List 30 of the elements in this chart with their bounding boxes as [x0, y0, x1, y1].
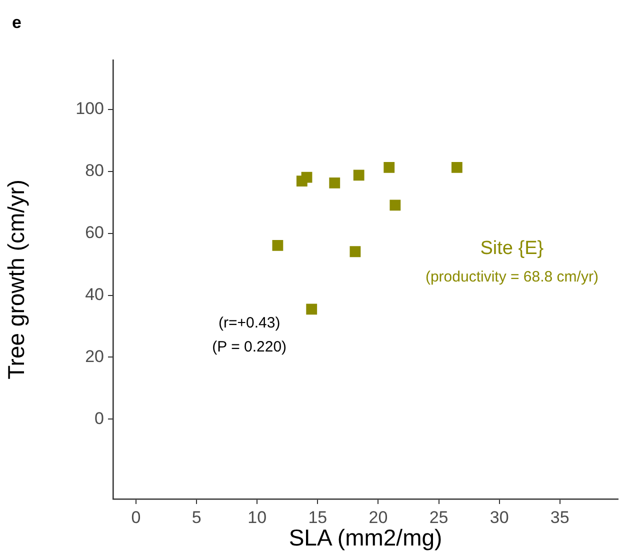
- x-tick-label: 25: [429, 508, 448, 527]
- y-tick-label: 80: [85, 161, 104, 180]
- x-tick-label: 10: [248, 508, 267, 527]
- point: [384, 162, 395, 173]
- annotation: Site {E}: [480, 238, 544, 260]
- point: [353, 170, 364, 181]
- x-tick-label: 35: [550, 508, 570, 527]
- chart-title: e: [12, 13, 22, 32]
- y-axis-title: Tree growth (cm/yr): [3, 180, 30, 380]
- x-tick-label: 0: [131, 508, 141, 527]
- y-tick-label: 0: [94, 408, 104, 428]
- y-tick-label: 60: [85, 223, 104, 242]
- x-tick-label: 15: [308, 508, 328, 527]
- point: [390, 200, 401, 211]
- x-tick-label: 20: [368, 508, 388, 527]
- annotation: (r=+0.43): [218, 314, 280, 332]
- point: [350, 246, 361, 258]
- point: [451, 162, 462, 173]
- point: [272, 240, 284, 251]
- point: [306, 304, 318, 315]
- y-tick-label: 20: [85, 346, 104, 366]
- annotation: (P = 0.220): [212, 338, 287, 356]
- x-tick-label: 30: [490, 508, 509, 527]
- annotation: (productivity = 68.8 cm/yr): [425, 268, 598, 286]
- point: [329, 177, 340, 188]
- y-tick-label: 40: [85, 284, 104, 304]
- x-tick-label: 5: [192, 508, 202, 527]
- y-tick-label: 100: [76, 99, 104, 118]
- point: [301, 172, 312, 183]
- x-axis-title: SLA (mm2/mg): [288, 524, 442, 551]
